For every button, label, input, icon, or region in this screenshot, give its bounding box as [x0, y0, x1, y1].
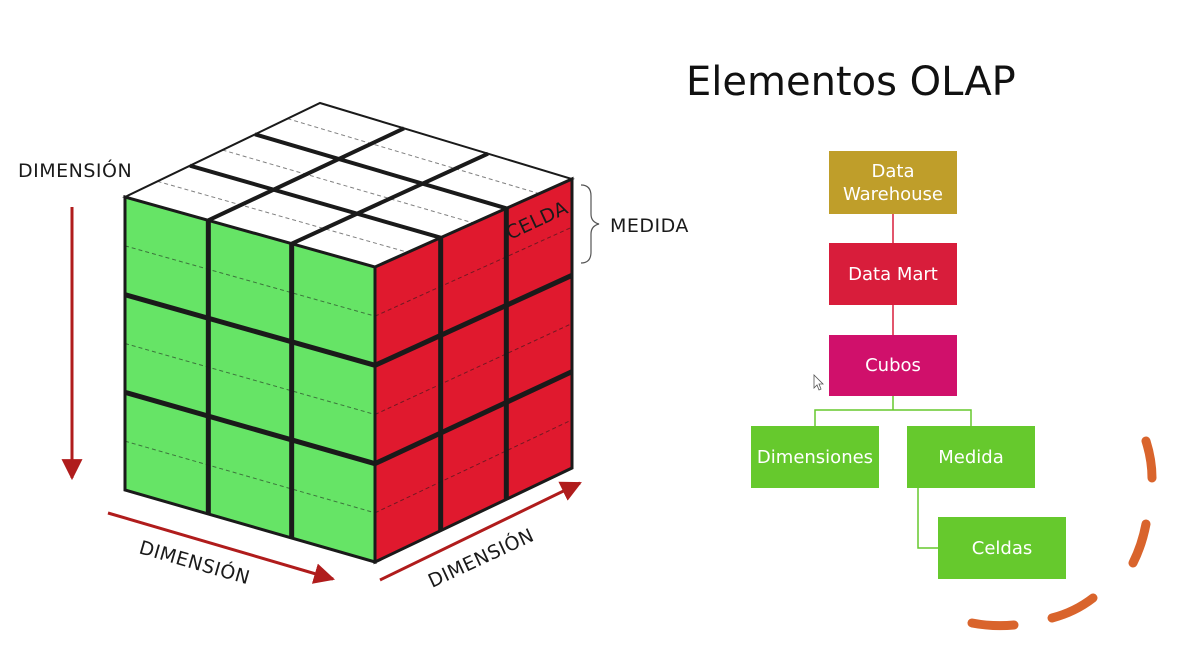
- olap-hierarchy: Data Warehouse Data Mart Cubos Dimension…: [751, 151, 1066, 579]
- cube-top-dashed-line: [287, 118, 540, 195]
- dimension-label-front: DIMENSIÓN: [137, 535, 253, 590]
- node-celdas: Celdas: [938, 517, 1066, 579]
- cube-side-horizontal-line: [373, 273, 574, 368]
- cube-top-dashed-line: [222, 149, 474, 224]
- node-data-warehouse: Data Warehouse: [829, 151, 957, 214]
- slide-title: Elementos OLAP: [686, 59, 1016, 105]
- measure-bracket: [580, 184, 600, 264]
- connector-medida-celdas: [917, 488, 938, 549]
- cube-front-dashed-line: [124, 245, 376, 317]
- cube-front-horizontal-line: [124, 292, 376, 368]
- dimension-label-side: DIMENSIÓN: [424, 523, 538, 593]
- node-data-warehouse-line2: Warehouse: [843, 184, 943, 205]
- cube-front-dashed-line: [124, 440, 376, 514]
- annotation-dashed-arc: [967, 436, 1157, 631]
- node-cubos-label: Cubos: [865, 355, 921, 376]
- cube-front-dashed-line: [124, 343, 376, 415]
- cube-grid: [124, 118, 574, 538]
- mouse-cursor-icon: [813, 374, 824, 391]
- measure-label: MEDIDA: [610, 215, 689, 237]
- cube-front-horizontal-line: [124, 389, 376, 467]
- node-medida-box: [907, 426, 1035, 488]
- dimension-arrow-side: [379, 481, 582, 582]
- node-medida-label: Medida: [938, 447, 1004, 468]
- node-data-mart-box: [829, 243, 957, 305]
- node-dimensiones-box: [751, 426, 879, 488]
- node-cubos: Cubos: [829, 335, 957, 396]
- node-dimensiones-label: Dimensiones: [757, 447, 873, 468]
- dimension-label-vertical: DIMENSIÓN: [18, 158, 132, 182]
- cube-side-horizontal-line: [373, 369, 574, 466]
- cube-side-dashed-line: [374, 226, 573, 317]
- cube-top-line: [189, 163, 442, 240]
- node-data-mart-label: Data Mart: [848, 264, 938, 285]
- node-celdas-label: Celdas: [972, 538, 1032, 559]
- connector-cubos-children: [814, 396, 972, 426]
- node-celdas-box: [938, 517, 1066, 579]
- cube-top-line: [254, 132, 507, 211]
- node-data-mart: Data Mart: [829, 243, 957, 305]
- node-data-warehouse-box: [829, 151, 957, 214]
- cube-top-dashed-line: [157, 180, 408, 253]
- node-dimensiones: Dimensiones: [751, 426, 879, 488]
- dimension-arrow-front: [107, 511, 336, 584]
- node-medida: Medida: [907, 426, 1035, 488]
- node-cubos-box: [829, 335, 957, 396]
- node-data-warehouse-line1: Data: [872, 161, 915, 182]
- cube-side-dashed-line: [374, 323, 573, 415]
- cube-side-dashed-line: [374, 419, 573, 514]
- olap-cube: DIMENSIÓN DIMENSIÓN DIMENSIÓN CELDA MEDI…: [18, 101, 689, 593]
